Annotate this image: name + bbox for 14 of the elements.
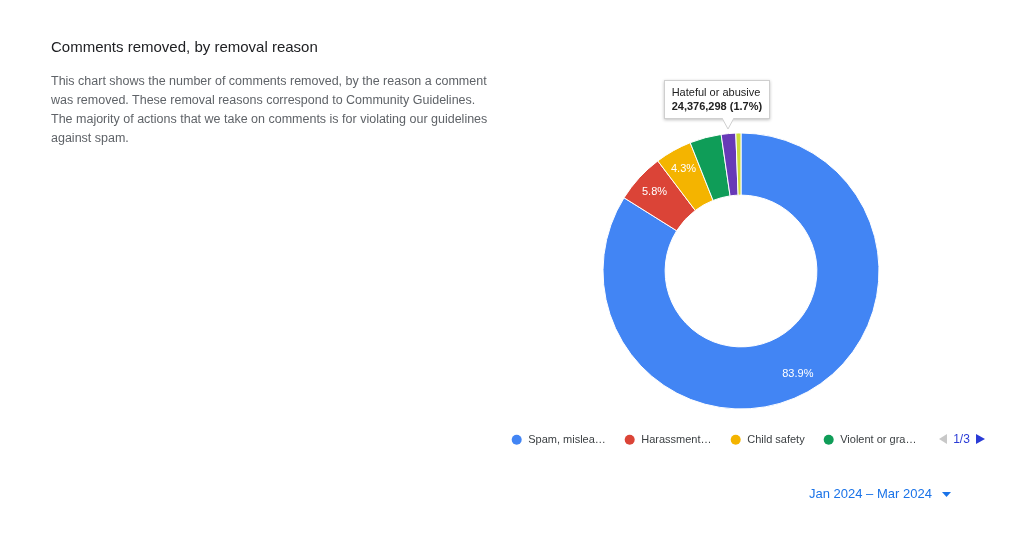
tooltip: Hateful or abusive 24,376,298 (1.7%)	[663, 79, 771, 130]
legend-label: Harassment…	[641, 432, 712, 445]
legend-label: Child safety	[747, 432, 806, 445]
slice-label: Hateful or abusive	[671, 84, 762, 99]
text: Comments removed, by removal reason	[51, 38, 318, 55]
data-label: 5.8%	[641, 184, 668, 197]
text: 1/3	[953, 431, 970, 446]
legend-label: Violent or gra…	[840, 432, 917, 445]
text: This chart shows the number of comments removed, by the reason a comment was removed. These removal reasons correspond to Community Guidelines. The majority of actions that we take on comments is for violating our guidelines against spam.	[51, 73, 489, 147]
data-label: 4.3%	[670, 161, 697, 174]
data-label: 83.9%	[782, 366, 814, 379]
legend-label: Spam, mislea…	[528, 432, 606, 445]
text: Jan 2024 – Mar 2024	[809, 486, 932, 501]
donut-slice	[602, 132, 880, 410]
